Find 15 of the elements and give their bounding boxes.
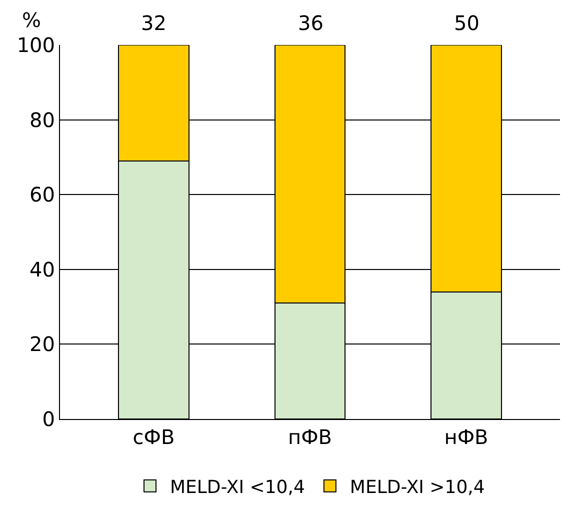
legend-label: MELD-XI <10,4 [170,476,305,498]
annotation: 36 [298,11,324,35]
legend-label: MELD-XI >10,4 [350,476,485,498]
x-tick-label: сФВ [132,425,175,449]
y-tick-label: 0 [42,407,55,431]
x-tick-label: пФВ [288,425,332,449]
y-tick-label: 20 [30,332,55,356]
y-tick-label: 100 [16,33,55,57]
x-tick-label: нФВ [444,425,488,449]
y-tick-label: 60 [30,182,55,207]
annotation: 32 [141,11,166,35]
y-axis-title: % [22,8,42,32]
y-tick-label: 80 [30,108,55,132]
annotation: 50 [454,11,480,35]
y-tick-label: 40 [30,257,55,282]
